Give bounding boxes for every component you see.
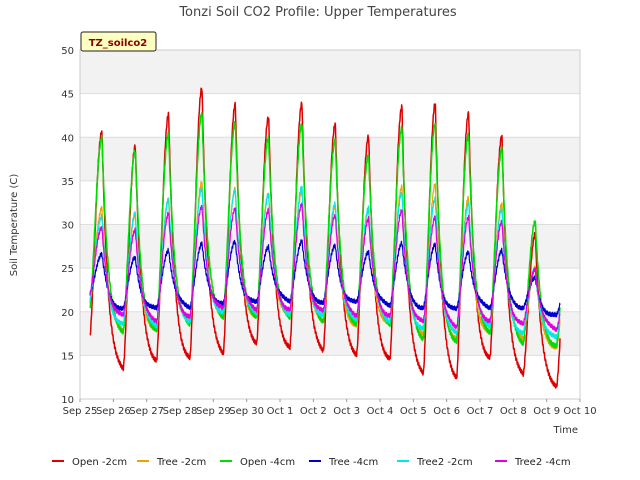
legend-item: Open -4cm <box>220 457 295 468</box>
plot-band <box>80 137 580 181</box>
y-tick-label: 40 <box>61 133 74 144</box>
legend-item: Tree -4cm <box>309 457 378 468</box>
x-tick-label: Sep 27 <box>129 406 164 417</box>
x-axis-label: Time <box>553 425 578 436</box>
legend-label: Tree -4cm <box>328 457 378 468</box>
x-tick-label: Oct 1 <box>267 406 294 417</box>
legend-label: Tree2 -4cm <box>514 457 571 468</box>
series-line <box>89 87 561 389</box>
x-tick-label: Oct 3 <box>333 406 360 417</box>
site-label-box: TZ_soilco2 <box>80 31 157 52</box>
x-tick-label: Sep 30 <box>229 406 264 417</box>
x-tick-label: Oct 10 <box>563 406 596 417</box>
chart-title: Tonzi Soil CO2 Profile: Upper Temperatur… <box>178 5 457 20</box>
x-tick-label: Oct 5 <box>400 406 427 417</box>
plot-band <box>80 93 580 138</box>
legend-label: Open -2cm <box>72 457 127 468</box>
y-tick-label: 10 <box>61 395 74 406</box>
y-axis: 10 15 20 25 30 35 40 45 50 <box>61 46 74 406</box>
y-tick-label: 30 <box>61 221 74 232</box>
y-tick-label: 15 <box>61 351 74 362</box>
plot-frame <box>79 49 581 400</box>
legend-item: Open -2cm <box>52 457 127 468</box>
legend-label: Tree2 -2cm <box>416 457 473 468</box>
y-tick-label: 25 <box>61 264 74 275</box>
x-tick-label: Sep 28 <box>163 406 198 417</box>
x-tick-label: Sep 26 <box>96 406 131 417</box>
y-tick-label: 45 <box>61 90 74 101</box>
y-tick-label: 20 <box>61 308 74 319</box>
plot-band <box>80 311 580 356</box>
x-tick-label: Oct 4 <box>367 406 394 417</box>
series-line <box>89 202 561 332</box>
legend-item: Tree2 -4cm <box>495 457 571 468</box>
series-line <box>89 239 561 318</box>
x-tick-label: Sep 29 <box>196 406 231 417</box>
legend-item: Tree -2cm <box>137 457 206 468</box>
x-tick-label: Oct 8 <box>500 406 527 417</box>
plot-band <box>80 50 580 94</box>
plot-band <box>80 268 580 312</box>
y-tick-label: 35 <box>61 177 74 188</box>
x-tick-label: Oct 9 <box>533 406 560 417</box>
legend-label: Tree -2cm <box>156 457 206 468</box>
site-label: TZ_soilco2 <box>89 38 148 49</box>
x-tick-label: Oct 6 <box>433 406 460 417</box>
x-tick-label: Oct 7 <box>467 406 494 417</box>
x-tick-label: Sep 25 <box>63 406 98 417</box>
plot-band <box>80 355 580 399</box>
series-layer <box>89 87 561 389</box>
y-axis-label: Soil Temperature (C) <box>9 174 20 277</box>
legend: Open -2cm Tree -2cm Open -4cm Tree -4cm Tree… <box>52 457 571 468</box>
legend-label: Open -4cm <box>240 457 295 468</box>
x-tick-label: Oct 2 <box>300 406 327 417</box>
legend-item: Tree2 -2cm <box>397 457 473 468</box>
y-tick-label: 50 <box>61 46 74 57</box>
